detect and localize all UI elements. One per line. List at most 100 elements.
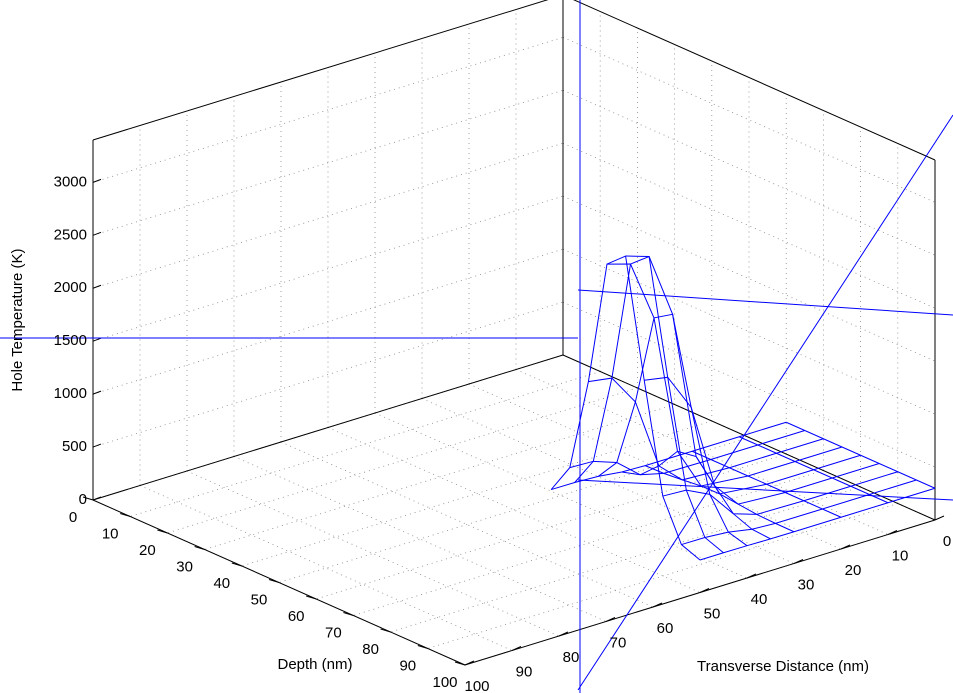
tick-mark	[558, 631, 569, 637]
x-axis-label: Transverse Distance (nm)	[697, 658, 869, 675]
guide-line	[577, 114, 953, 691]
tick-mark	[231, 562, 242, 567]
grid-line	[92, 195, 564, 342]
tick-mark	[92, 496, 102, 501]
grid-line	[468, 383, 842, 550]
tick-mark	[887, 530, 898, 535]
grid-line	[241, 420, 712, 567]
x-tick-label: 70	[610, 634, 627, 651]
mesh-line	[569, 430, 805, 476]
box-edge	[573, 0, 936, 161]
grid-line	[92, 89, 564, 236]
grid-line	[427, 503, 898, 649]
grid-line	[92, 301, 564, 448]
x-tick-label: 100	[464, 678, 489, 693]
z-tick-label: 2500	[54, 226, 87, 243]
tick-mark	[268, 579, 280, 583]
box-edge	[92, 0, 549, 141]
grid	[92, 0, 936, 666]
tick-mark	[82, 496, 94, 501]
y-tick-label: 50	[251, 591, 268, 608]
x-tick-label: 80	[563, 649, 580, 666]
grid-line	[562, 142, 936, 309]
tick-mark	[157, 529, 168, 534]
mesh-line	[550, 255, 701, 561]
x-tick-label: 30	[798, 576, 815, 593]
grid-line	[390, 486, 861, 633]
x-tick-label: 90	[516, 663, 533, 680]
grid-line	[186, 470, 560, 637]
y-tick-label: 0	[69, 509, 77, 526]
grid-line	[130, 371, 601, 517]
y-tick-label: 70	[325, 624, 342, 641]
grid-line	[515, 369, 889, 535]
mesh-line	[621, 450, 771, 540]
x-tick-label: 0	[943, 533, 951, 550]
x-tick-label: 50	[704, 605, 721, 622]
grid-line	[316, 453, 787, 600]
z-tick-label: 1000	[54, 385, 87, 402]
tick-mark	[652, 602, 663, 608]
tick-mark	[380, 628, 391, 633]
mesh-line	[574, 255, 724, 554]
tick-mark	[194, 546, 205, 550]
mesh-line	[625, 255, 861, 495]
grid-line	[278, 437, 750, 583]
x-tick-label: 40	[751, 591, 768, 608]
mesh-line	[644, 376, 880, 505]
grid-line	[204, 404, 675, 550]
z-tick-label: 1500	[54, 332, 87, 349]
guide-line	[577, 289, 953, 316]
grid-line	[353, 470, 824, 616]
z-tick-label: 3000	[54, 173, 87, 190]
tick-mark	[92, 284, 102, 289]
tick-mark	[746, 573, 757, 579]
mesh-line	[681, 479, 917, 546]
y-tick-label: 80	[362, 641, 379, 658]
tick-mark	[120, 513, 131, 517]
y-axis-label: Depth (nm)	[277, 656, 352, 673]
mesh-line	[588, 377, 824, 481]
tick-mark	[92, 443, 102, 448]
tick-mark	[840, 544, 851, 550]
grid-line	[233, 456, 607, 622]
grid-line	[92, 248, 564, 395]
tick-mark	[699, 588, 710, 593]
tick-mark	[417, 645, 428, 649]
box-edge	[92, 354, 564, 501]
mesh-line	[606, 263, 843, 487]
box-edge	[562, 354, 936, 521]
y-tick-label: 100	[432, 674, 457, 691]
x-tick-label: 10	[892, 547, 909, 564]
x-tick-label: 20	[845, 562, 862, 579]
z-tick-label: 500	[62, 438, 87, 455]
grid-line	[167, 387, 638, 534]
tick-mark	[306, 595, 317, 600]
mesh-line	[662, 471, 898, 515]
tick-mark	[793, 559, 804, 564]
grid-line	[92, 142, 564, 289]
tick-mark	[92, 390, 102, 395]
y-tick-label: 90	[399, 657, 416, 674]
y-tick-label: 20	[139, 542, 156, 559]
tick-mark	[934, 515, 945, 521]
tick-mark	[454, 661, 466, 666]
grid-line	[92, 36, 564, 183]
grid-line	[562, 89, 936, 256]
mesh-line	[699, 487, 936, 561]
tick-mark	[92, 231, 102, 236]
mesh-line	[645, 465, 795, 533]
labels: Hole Temperature (K) Depth (nm) Transver…	[9, 173, 951, 693]
z-axis-label: Hole Temperature (K)	[9, 248, 26, 391]
y-tick-label: 30	[176, 558, 193, 575]
axes-box	[82, 0, 945, 666]
tick-mark	[343, 612, 354, 616]
mesh-line	[551, 421, 787, 491]
tick-mark	[92, 337, 102, 342]
z-tick-label: 2000	[54, 279, 87, 296]
tick-mark	[464, 660, 475, 666]
tick-mark	[92, 178, 102, 183]
mesh-line	[597, 313, 748, 547]
